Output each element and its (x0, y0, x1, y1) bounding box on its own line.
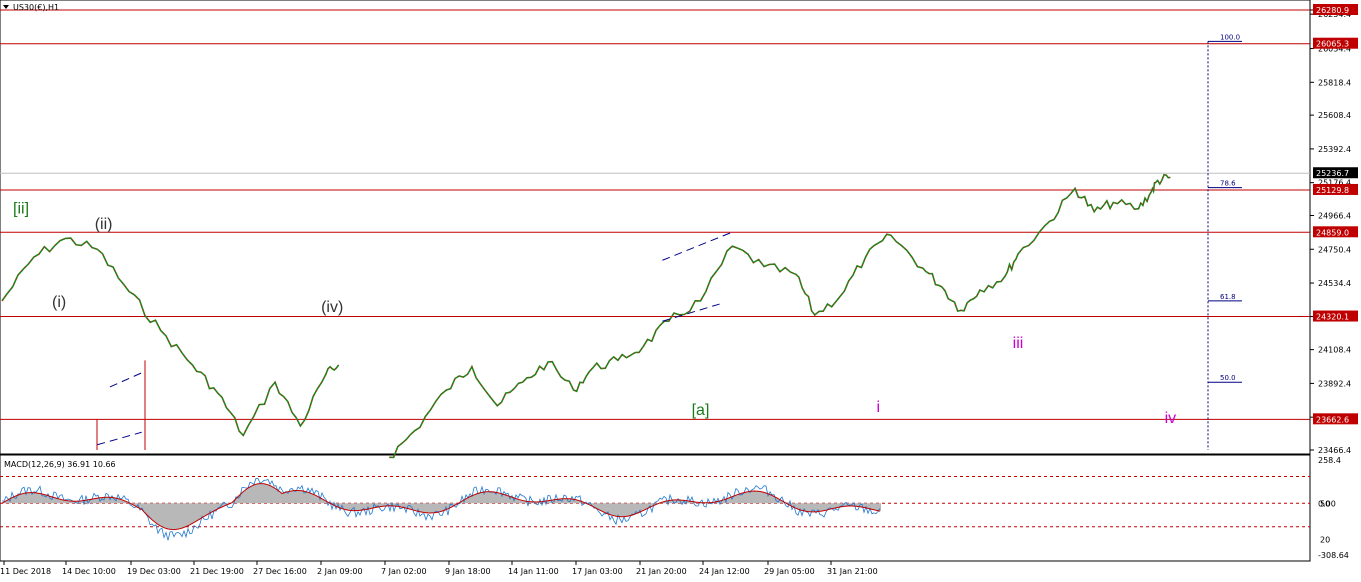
macd-right-label: 20 (1320, 536, 1330, 545)
price-label-text: 23662.6 (1316, 415, 1349, 424)
channel-line (97, 431, 142, 446)
macd-y-tick-label: 258.4 (1318, 456, 1341, 465)
horizontal-levels (0, 9, 1310, 420)
price-label-box (1313, 4, 1358, 15)
price-path-up (389, 173, 1171, 459)
wave-label: i (877, 399, 881, 416)
price-label-text: 26065.3 (1316, 40, 1349, 49)
x-tick-label: 31 Jan 21:00 (827, 567, 878, 576)
fib-level-label: 61.8 (1220, 293, 1236, 301)
x-tick-label: 14 Jan 11:00 (508, 567, 559, 576)
x-tick-label: 14 Dec 10:00 (62, 567, 116, 576)
x-tick-label: 2 Jan 09:00 (317, 567, 363, 576)
fibonacci-lines: 100.0 78.6 61.8 50.0 (1207, 33, 1242, 450)
symbol-label: US30(€),H1 (13, 3, 59, 12)
wave-label: (iv) (321, 299, 343, 316)
price-label-box (1313, 183, 1358, 195)
wave-channels (96, 231, 733, 450)
y-tick-label: 24534.4 (1318, 279, 1351, 288)
y-tick-label: 24966.4 (1318, 212, 1351, 221)
fib-level-label: 78.6 (1220, 180, 1236, 188)
macd-series (0, 475, 1310, 541)
channel-line (109, 372, 142, 388)
x-tick-label: 29 Jan 05:00 (764, 567, 815, 576)
macd-right-label: 50 (1320, 500, 1330, 509)
y-tick-label: 25818.4 (1318, 78, 1351, 87)
macd-signal-line (1, 483, 881, 531)
y-tick-label: 25176.4 (1318, 179, 1351, 188)
price-path-up (1, 237, 340, 437)
macd-axis-ticks: 258.4 0.00 -308.64 50 20 (1318, 456, 1349, 560)
price-label-text: 24320.1 (1316, 313, 1349, 322)
price-label-text: 25129.8 (1316, 186, 1349, 195)
y-tick-label: 26034.4 (1318, 45, 1351, 54)
y-tick-label: 25608.4 (1318, 111, 1351, 120)
y-tick-label: 24108.4 (1318, 346, 1351, 355)
wave-label: [a] (692, 402, 710, 419)
macd-label: MACD(12,26,9) 36.91 10.66 (4, 460, 116, 469)
x-tick-label: 27 Dec 16:00 (253, 567, 307, 576)
price-label-box (1313, 37, 1358, 49)
price-label-box (1313, 413, 1358, 425)
y-tick-label: 25392.4 (1318, 145, 1351, 154)
main-panel (0, 0, 1311, 455)
price-labels: 26280.9 26065.3 25236.7 25129.8 24859.0 24320… (1313, 4, 1358, 425)
price-series (1, 173, 1171, 459)
x-tick-label: 19 Dec 03:00 (127, 567, 181, 576)
fib-level-label: 50.0 (1220, 374, 1236, 382)
price-label-box (1313, 167, 1358, 179)
price-label-text: 24859.0 (1316, 228, 1349, 237)
x-tick-label: 21 Jan 20:00 (636, 567, 687, 576)
wave-label: (ii) (95, 216, 113, 233)
fib-level-label: 100.0 (1220, 33, 1240, 41)
y-tick-label: 23892.4 (1318, 379, 1351, 388)
y-tick-label: 24750.4 (1318, 245, 1351, 254)
x-tick-label: 21 Dec 19:00 (190, 567, 244, 576)
x-tick-label: 24 Jan 12:00 (699, 567, 750, 576)
macd-y-tick-label: -308.64 (1318, 551, 1349, 560)
wave-label: iii (1013, 335, 1024, 352)
wave-labels: [ii](ii)(i)(iv)[a]iiiiiv(iii)vabicii(iv)… (13, 200, 1177, 427)
channel-line (662, 303, 720, 322)
price-label-text: 26280.9 (1316, 6, 1349, 15)
wave-label: [ii] (13, 200, 29, 217)
x-tick-label: 17 Jan 03:00 (572, 567, 623, 576)
price-label-box (1313, 310, 1358, 322)
x-tick-label: 7 Jan 02:00 (381, 567, 427, 576)
date-axis-ticks: 11 Dec 2018 14 Dec 10:00 19 Dec 03:00 21 De… (0, 561, 878, 576)
wave-label: iv (1165, 410, 1177, 427)
x-tick-label: 9 Jan 18:00 (445, 567, 491, 576)
y-tick-label: 23466.4 (1318, 446, 1351, 455)
price-label-text: 25236.7 (1316, 169, 1349, 178)
wave-label: (i) (52, 294, 66, 311)
x-tick-label: 11 Dec 2018 (0, 567, 51, 576)
macd-y-tick-label: 0.00 (1318, 499, 1336, 508)
price-label-box (1313, 226, 1358, 238)
dropdown-triangle-icon[interactable] (3, 5, 9, 9)
